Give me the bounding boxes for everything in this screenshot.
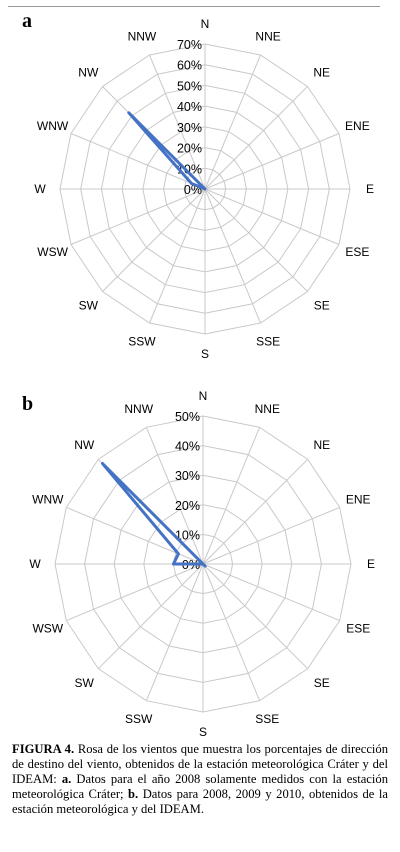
spoke-ese: [204, 188, 340, 245]
radar-chart-b: 0%10%20%30%40%50%NNNENEENEEESESESSESSSWS…: [29, 389, 375, 739]
spoke-ese: [202, 563, 340, 622]
direction-label-w: W: [29, 557, 41, 571]
spoke-wnw: [70, 133, 206, 190]
caption-text-1: Rosa de los vientos que muestra los porc…: [12, 742, 389, 786]
spoke-se: [202, 563, 309, 670]
spoke-sw: [102, 188, 206, 292]
direction-label-nw: NW: [78, 65, 99, 79]
radial-tick-label: 60%: [177, 59, 202, 73]
direction-label-se: SE: [314, 299, 330, 313]
direction-label-sse: SSE: [256, 334, 280, 348]
spoke-nne: [204, 54, 261, 190]
radial-tick-label: 10%: [175, 528, 200, 542]
direction-label-ssw: SSW: [125, 712, 153, 726]
series-line: [127, 111, 207, 191]
radial-tick-label: 40%: [177, 100, 202, 114]
spoke-ene: [202, 506, 340, 565]
spoke-sse: [202, 563, 261, 701]
direction-label-s: S: [199, 725, 207, 739]
figure-caption: FIGURA 4. Rosa de los vientos que muestr…: [12, 742, 388, 817]
radar-chart-a: 0%10%20%30%40%50%60%70%NNNENEENEEESESESS…: [34, 17, 374, 361]
direction-label-ne: NE: [313, 65, 330, 79]
radial-tick-label: 50%: [175, 410, 200, 424]
spoke-nnw: [149, 54, 206, 190]
direction-label-nnw: NNW: [128, 30, 157, 44]
direction-label-e: E: [366, 182, 374, 196]
direction-label-sw: SW: [79, 299, 99, 313]
radial-tick-label: 50%: [177, 79, 202, 93]
direction-label-n: N: [201, 17, 210, 31]
direction-label-ene: ENE: [345, 119, 370, 133]
direction-label-nne: NNE: [255, 30, 280, 44]
direction-label-sw: SW: [75, 676, 95, 690]
direction-label-nnw: NNW: [124, 402, 153, 416]
spoke-nne: [202, 427, 261, 565]
direction-label-sse: SSE: [255, 712, 279, 726]
spoke-wnw: [66, 506, 204, 565]
direction-label-se: SE: [314, 676, 330, 690]
panel-label-a: a: [22, 10, 32, 32]
direction-label-nw: NW: [74, 438, 95, 452]
direction-label-ese: ESE: [345, 245, 369, 259]
spoke-sse: [204, 188, 261, 324]
radial-tick-label: 30%: [177, 121, 202, 135]
panel-label-b: b: [22, 393, 34, 415]
direction-label-e: E: [367, 557, 375, 571]
spoke-ssw: [145, 563, 204, 701]
direction-label-wsw: WSW: [32, 621, 63, 635]
chart-panel-b: b 0% 10% 20% 30% 40% 50% N NNE NE ENE E ESE SE SSE S SS…: [0, 385, 400, 745]
spoke-ssw: [149, 188, 206, 324]
caption-figure-label: FIGURA 4.: [12, 742, 75, 756]
radial-tick-label: 30%: [175, 469, 200, 483]
spoke-wsw: [70, 188, 206, 245]
direction-label-wnw: WNW: [32, 493, 64, 507]
direction-label-ese: ESE: [346, 621, 370, 635]
direction-label-w: W: [34, 182, 46, 196]
spoke-ene: [204, 133, 340, 190]
direction-label-ssw: SSW: [128, 334, 156, 348]
top-rule: [8, 6, 380, 7]
spoke-ne: [202, 458, 309, 565]
caption-text-2: Datos para el año 2008 solamente medidos…: [12, 772, 388, 801]
direction-label-n: N: [199, 389, 208, 403]
radial-tick-label: 20%: [177, 142, 202, 156]
spoke-sw: [97, 563, 204, 670]
spoke-ne: [204, 86, 308, 190]
radial-tick-label: 40%: [175, 440, 200, 454]
direction-label-wsw: WSW: [37, 245, 68, 259]
radial-tick-label: 70%: [177, 38, 202, 52]
direction-label-ene: ENE: [346, 493, 371, 507]
direction-label-ne: NE: [313, 438, 330, 452]
caption-text-3: Datos para 2008, 2009 y 2010, obtenidos …: [12, 787, 388, 816]
spoke-nnw: [145, 427, 204, 565]
caption-label-a: a.: [61, 772, 72, 786]
direction-label-s: S: [201, 347, 209, 361]
caption-label-b: b.: [128, 787, 139, 801]
spoke-wsw: [66, 563, 204, 622]
direction-label-nne: NNE: [255, 402, 280, 416]
direction-label-wnw: WNW: [37, 119, 69, 133]
radial-tick-label: 20%: [175, 499, 200, 513]
chart-panel-a: a 0% 10% 20% 30% 40% 50% 60% 70% N NNE NE ENE E ESE SE…: [0, 0, 400, 370]
spoke-se: [204, 188, 308, 292]
